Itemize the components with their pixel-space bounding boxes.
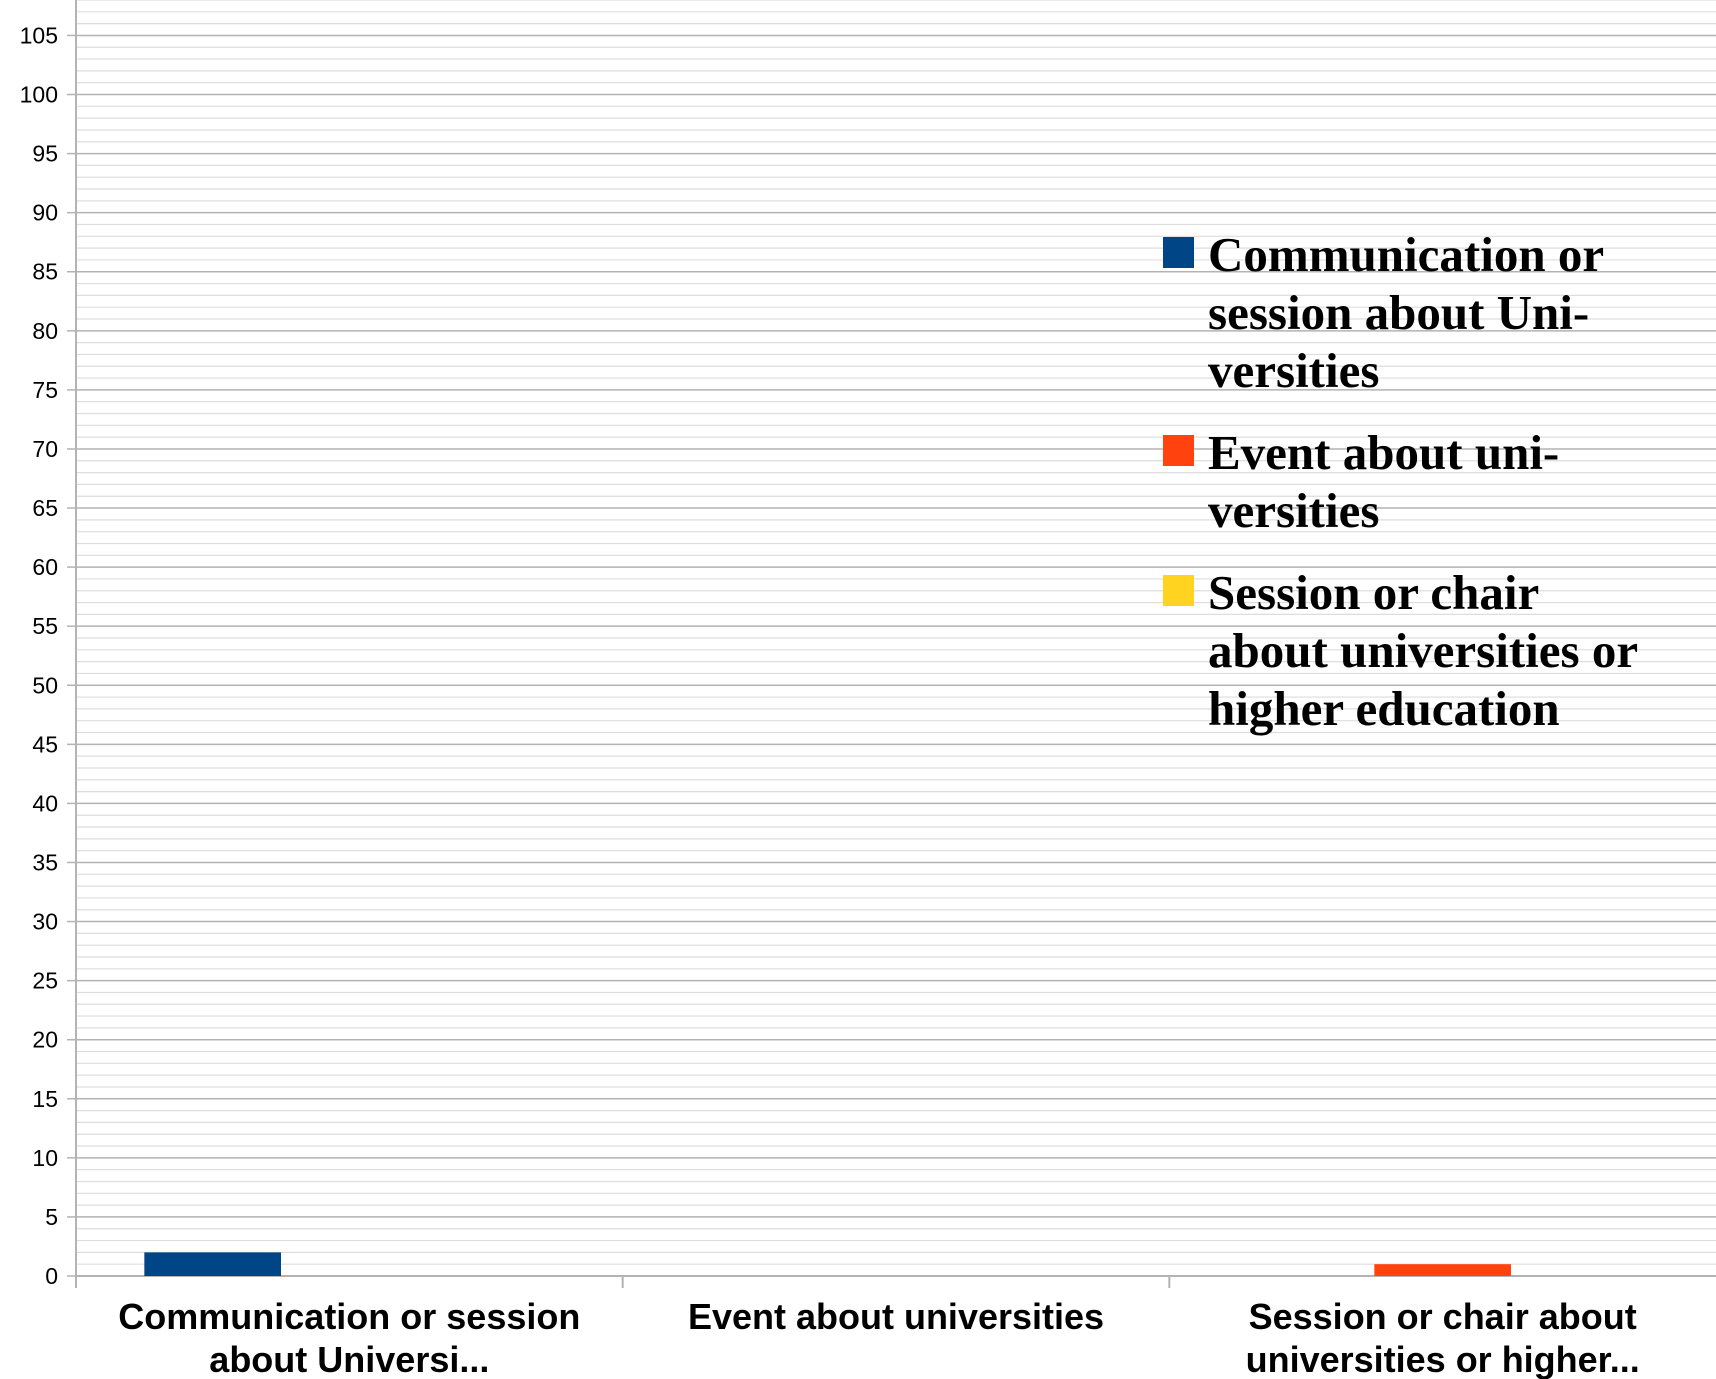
- legend-label-line: Event about uni-: [1208, 425, 1559, 480]
- legend-swatch: [1163, 237, 1194, 268]
- legend-label-line: versities: [1208, 343, 1379, 398]
- gridlines: [76, 0, 1716, 1277]
- legend-swatch: [1163, 575, 1194, 606]
- y-tick-label: 55: [32, 613, 58, 639]
- x-category-label-line: Communication or session: [118, 1296, 580, 1337]
- x-category-label: Communication or session about Universi..…: [118, 1296, 580, 1379]
- y-tick-label: 25: [32, 968, 58, 994]
- y-tick-label: 65: [32, 495, 58, 521]
- bars: [144, 1252, 1511, 1276]
- legend-label-line: Session or chair: [1208, 565, 1539, 620]
- legend-swatch: [1163, 435, 1194, 466]
- y-tick-label: 70: [32, 436, 58, 462]
- y-tick-label: 45: [32, 731, 58, 757]
- legend-label-line: Communication or: [1208, 227, 1604, 282]
- legend-label-line: versities: [1208, 483, 1379, 538]
- x-category-label-line: Event about universities: [688, 1296, 1104, 1337]
- y-tick-label: 5: [45, 1204, 58, 1230]
- legend-label-line: session about Uni-: [1208, 285, 1589, 340]
- y-tick-label: 30: [32, 909, 58, 935]
- x-category-label-line: universities or higher...: [1246, 1339, 1640, 1379]
- y-tick-label: 85: [32, 259, 58, 285]
- y-tick-label: 10: [32, 1145, 58, 1171]
- legend-label: Session or chair about universities or hig…: [1208, 565, 1638, 736]
- y-tick-label: 80: [32, 318, 58, 344]
- x-category-label-line: Session or chair about: [1249, 1296, 1637, 1337]
- legend-label: Event about uni-versities: [1208, 425, 1559, 538]
- legend-label-line: higher education: [1208, 681, 1560, 736]
- y-tick-label: 75: [32, 377, 58, 403]
- y-tick-label: 100: [20, 82, 58, 108]
- bar: [144, 1252, 281, 1276]
- x-axis: Communication or session about Universi..…: [75, 1275, 1716, 1379]
- legend-label: Communication or session about Uni-versit…: [1208, 227, 1604, 398]
- x-category-label-line: about Universi...: [209, 1339, 489, 1379]
- legend-label-line: about universities or: [1208, 623, 1638, 678]
- y-tick-label: 0: [45, 1263, 58, 1289]
- y-tick-label: 60: [32, 554, 58, 580]
- y-tick-label: 20: [32, 1027, 58, 1053]
- bar: [1374, 1264, 1511, 1276]
- x-category-label: Event about universities: [688, 1296, 1104, 1337]
- y-tick-label: 90: [32, 200, 58, 226]
- y-tick-label: 105: [20, 22, 58, 48]
- legend: Communication or session about Uni-versit…: [1163, 227, 1638, 736]
- y-tick-label: 35: [32, 849, 58, 875]
- y-tick-label: 95: [32, 141, 58, 167]
- x-category-label: Session or chair about universities or hi…: [1246, 1296, 1640, 1379]
- y-tick-label: 50: [32, 672, 58, 698]
- y-tick-label: 40: [32, 790, 58, 816]
- y-axis: 0 5 10 15 20 25 30 35 40 45 50 55 60 65 70 75 80 85 90 95 10…: [20, 0, 77, 1289]
- y-tick-label: 15: [32, 1086, 58, 1112]
